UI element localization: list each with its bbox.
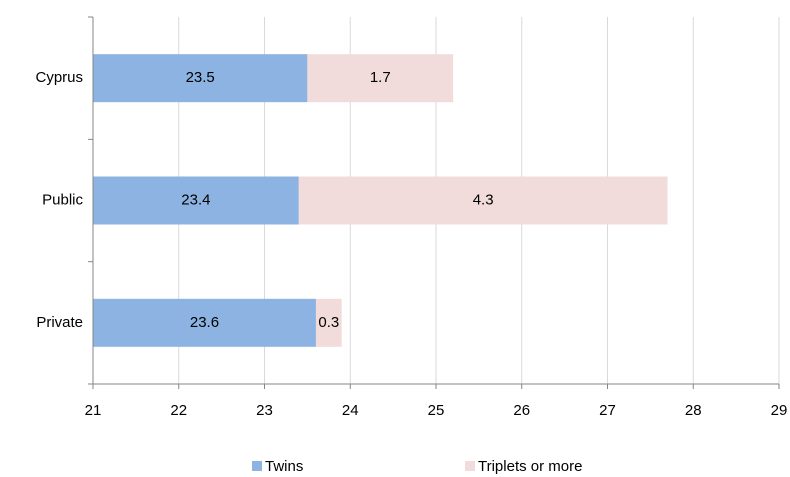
data-label: 0.3 — [318, 314, 339, 331]
bar — [315, 298, 342, 347]
bars — [93, 54, 668, 347]
data-label: 23.6 — [190, 314, 219, 331]
x-tick-label: 23 — [256, 402, 273, 419]
x-tick-label: 22 — [170, 402, 187, 419]
x-tick-label: 25 — [428, 402, 445, 419]
y-tick-label: Private — [36, 314, 83, 331]
legend-swatch — [252, 461, 262, 471]
bar — [298, 176, 668, 225]
data-label: 4.3 — [473, 191, 494, 208]
y-tick-label: Public — [42, 191, 83, 208]
data-label: 23.5 — [186, 69, 215, 86]
data-label: 1.7 — [370, 69, 391, 86]
data-label: 23.4 — [181, 191, 210, 208]
legend-swatch — [465, 461, 475, 471]
legend-label: Twins — [265, 458, 303, 475]
x-tick-label: 26 — [513, 402, 530, 419]
bar — [93, 54, 308, 103]
legend-label: Triplets or more — [478, 458, 582, 475]
x-tick-label: 29 — [771, 402, 788, 419]
y-tick-label: Cyprus — [35, 69, 83, 86]
bar — [93, 176, 299, 225]
x-tick-label: 21 — [85, 402, 102, 419]
x-tick-label: 28 — [685, 402, 702, 419]
x-tick-label: 24 — [342, 402, 359, 419]
bar — [93, 298, 316, 347]
bar — [307, 54, 454, 103]
x-tick-label: 27 — [599, 402, 616, 419]
